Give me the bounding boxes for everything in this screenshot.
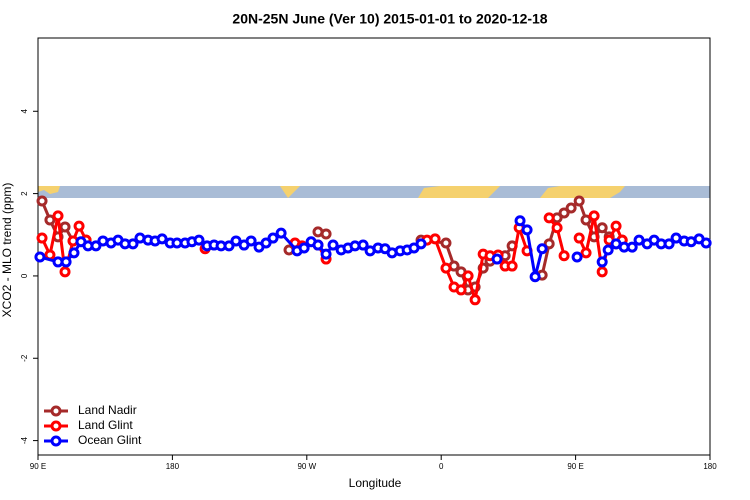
point (506, 260, 518, 272)
legend-marker (50, 435, 62, 447)
point (455, 284, 467, 296)
point (312, 239, 324, 251)
point (596, 256, 608, 268)
point (36, 232, 48, 244)
land (38, 186, 60, 194)
point (73, 220, 85, 232)
point (573, 195, 585, 207)
x-tick-label: 180 (703, 462, 717, 471)
legend-label: Land Nadir (78, 403, 137, 417)
point (565, 202, 577, 214)
point (68, 247, 80, 259)
point (558, 207, 570, 219)
y-axis-label: XCO2 - MLO trend (ppm) (0, 183, 14, 318)
y-tick-label: 0 (20, 273, 29, 278)
x-tick-label: 90 W (297, 462, 316, 471)
point (327, 239, 339, 251)
ocean-band (38, 186, 710, 198)
legend-label: Ocean Glint (78, 433, 142, 447)
legend-marker (50, 405, 62, 417)
point (491, 253, 503, 265)
point (596, 266, 608, 278)
point (90, 240, 102, 252)
point (558, 250, 570, 262)
series-line (40, 215, 624, 301)
point (320, 248, 332, 260)
point (440, 237, 452, 249)
point (580, 214, 592, 226)
y-tick-label: -2 (20, 354, 29, 362)
point (440, 262, 452, 274)
point (193, 234, 205, 246)
point (34, 251, 46, 263)
point (588, 210, 600, 222)
point (298, 242, 310, 254)
point (156, 233, 168, 245)
point (52, 210, 64, 222)
point (521, 224, 533, 236)
x-tick-label: 180 (166, 462, 180, 471)
point (230, 235, 242, 247)
point (275, 227, 287, 239)
point (551, 222, 563, 234)
point (60, 256, 72, 268)
x-tick-label: 90 E (30, 462, 46, 471)
point (536, 243, 548, 255)
point (245, 235, 257, 247)
y-tick-label: 2 (20, 191, 29, 196)
point (267, 232, 279, 244)
point (571, 251, 583, 263)
point (543, 238, 555, 250)
point (260, 237, 272, 249)
land (418, 186, 500, 198)
point (357, 239, 369, 251)
point (543, 212, 555, 224)
point (626, 241, 638, 253)
point (59, 221, 71, 233)
point (44, 214, 56, 226)
point (223, 240, 235, 252)
point (36, 195, 48, 207)
y-tick-label: -4 (20, 436, 29, 444)
point (514, 215, 526, 227)
point (573, 232, 585, 244)
point (59, 266, 71, 278)
chart-title: 20N-25N June (Ver 10) 2015-01-01 to 2020… (232, 11, 547, 27)
point (580, 247, 592, 259)
map-strip (38, 186, 710, 198)
legend-marker (50, 420, 62, 432)
land (540, 186, 625, 198)
point (429, 233, 441, 245)
x-axis-label: Longitude (349, 476, 402, 490)
point (602, 244, 614, 256)
point (320, 228, 332, 240)
point (596, 222, 608, 234)
point (462, 270, 474, 282)
legend-label: Land Glint (78, 418, 133, 432)
point (610, 220, 622, 232)
point (663, 238, 675, 250)
land (280, 186, 300, 198)
x-tick-label: 90 E (567, 462, 583, 471)
point (127, 238, 139, 250)
point (415, 238, 427, 250)
y-tick-label: 4 (20, 109, 29, 114)
point (529, 271, 541, 283)
point (700, 237, 712, 249)
point (469, 294, 481, 306)
x-tick-label: 0 (439, 462, 444, 471)
